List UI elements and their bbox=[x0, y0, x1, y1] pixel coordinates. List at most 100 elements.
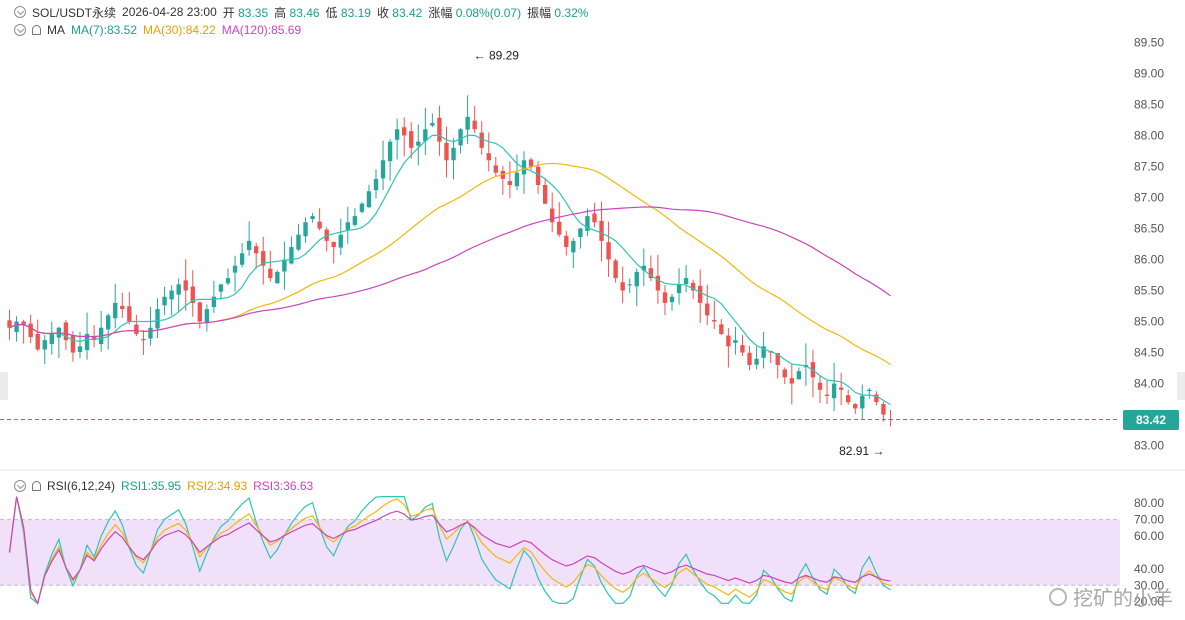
candle-body bbox=[77, 346, 83, 352]
candle-body bbox=[345, 222, 350, 230]
rsi-axis-tick: 80.00 bbox=[1134, 496, 1164, 510]
candle-body bbox=[719, 324, 724, 334]
ma7-value: MA(7):83.52 bbox=[71, 23, 138, 37]
price-axis-tick: 83.00 bbox=[1134, 439, 1164, 453]
candle-body bbox=[726, 335, 731, 347]
candle-body bbox=[28, 323, 33, 338]
open-value: 83.35 bbox=[238, 5, 269, 20]
candle-body bbox=[592, 213, 597, 223]
candle-body bbox=[754, 358, 759, 365]
candle-body bbox=[451, 147, 456, 161]
price-axis-tick: 86.00 bbox=[1134, 253, 1164, 267]
candle-body bbox=[14, 321, 19, 333]
rsi2-value: RSI2:34.93 bbox=[187, 479, 248, 493]
candle-body bbox=[676, 284, 682, 294]
candle-body bbox=[789, 378, 794, 384]
candle-body bbox=[796, 371, 802, 380]
candle-body bbox=[712, 319, 717, 322]
candle-body bbox=[35, 333, 40, 350]
candle-body bbox=[430, 123, 435, 126]
candle-body bbox=[634, 271, 639, 287]
candle-body bbox=[134, 324, 139, 334]
candle-body bbox=[683, 278, 689, 285]
price-axis-tick: 84.00 bbox=[1134, 377, 1164, 391]
price-axis-tick: 88.00 bbox=[1134, 128, 1164, 142]
candle-body bbox=[733, 340, 738, 343]
candle-body bbox=[564, 235, 569, 248]
candle-body bbox=[338, 234, 343, 248]
change-label: 涨幅 bbox=[428, 5, 453, 20]
candle-body bbox=[366, 191, 372, 208]
candle-body bbox=[507, 181, 513, 186]
price-axis-tick: 85.50 bbox=[1134, 284, 1164, 298]
price-axis-tick: 86.50 bbox=[1134, 221, 1164, 235]
candle-body bbox=[571, 240, 576, 253]
candle-body bbox=[613, 260, 618, 279]
candle-body bbox=[465, 116, 470, 130]
ma-name: MA bbox=[47, 23, 65, 37]
price-axis-tick: 84.50 bbox=[1134, 346, 1164, 360]
candle-body bbox=[437, 117, 442, 142]
candle-body bbox=[698, 285, 703, 303]
candle-body bbox=[91, 336, 97, 341]
candle-body bbox=[528, 159, 534, 167]
watermark-text: 挖矿的小羊 bbox=[1073, 588, 1173, 610]
candle-body bbox=[557, 221, 562, 235]
candle-body bbox=[246, 240, 252, 251]
candle-body bbox=[296, 234, 301, 250]
candle-body bbox=[141, 338, 146, 341]
candle-body bbox=[148, 327, 153, 339]
collapse-icon[interactable] bbox=[14, 480, 26, 492]
candle-body bbox=[289, 247, 294, 264]
candle-body bbox=[127, 306, 132, 322]
high-label: 高 bbox=[274, 5, 287, 20]
candle-body bbox=[648, 268, 654, 279]
candle-body bbox=[535, 166, 541, 186]
candle-body bbox=[578, 228, 583, 237]
ohlc-header: SOL/USDT永续 2026-04-28 23:00 开 83.35 高 83… bbox=[14, 4, 588, 20]
candle-body bbox=[63, 322, 69, 341]
collapse-icon[interactable] bbox=[14, 24, 26, 36]
candle-body bbox=[106, 315, 111, 330]
rsi2-line bbox=[8, 496, 891, 605]
candle-body bbox=[120, 305, 125, 310]
candle-body bbox=[317, 221, 322, 229]
change-value: 0.08%(0.07) bbox=[455, 5, 522, 20]
candle-body bbox=[197, 302, 202, 322]
candle-body bbox=[387, 141, 393, 162]
candle-body bbox=[84, 333, 90, 351]
candle-body bbox=[853, 404, 858, 409]
alert-bell-icon[interactable] bbox=[32, 25, 41, 35]
candle-body bbox=[21, 321, 26, 325]
ma-legend: MA MA(7):83.52 MA(30):84.22 MA(120):85.6… bbox=[14, 22, 301, 38]
candle-body bbox=[444, 142, 449, 161]
candle-body bbox=[606, 242, 611, 260]
low-value: 83.19 bbox=[340, 5, 371, 20]
candle-body bbox=[669, 296, 675, 303]
candle-body bbox=[867, 389, 872, 392]
rsi1-value: RSI1:35.95 bbox=[121, 479, 182, 493]
rsi-band bbox=[0, 519, 1120, 586]
candle-body bbox=[458, 129, 463, 146]
collapse-icon[interactable] bbox=[14, 6, 26, 18]
candle-body bbox=[690, 282, 696, 291]
candle-body bbox=[190, 286, 195, 303]
scroll-right-handle[interactable] bbox=[1177, 372, 1185, 400]
candle-body bbox=[486, 153, 491, 161]
amp-value: 0.32% bbox=[554, 5, 589, 20]
candle-body bbox=[42, 340, 47, 350]
scroll-left-handle[interactable] bbox=[0, 372, 8, 400]
rsi-name: RSI(6,12,24) bbox=[47, 479, 116, 493]
candle-body bbox=[409, 131, 414, 148]
candle-body bbox=[176, 284, 181, 295]
alert-bell-icon[interactable] bbox=[32, 481, 41, 491]
candle-body bbox=[380, 160, 386, 179]
candle-body bbox=[620, 282, 625, 291]
price-axis-tick: 89.00 bbox=[1134, 66, 1164, 80]
price-axis-tick: 87.00 bbox=[1134, 190, 1164, 204]
candle-body bbox=[655, 275, 661, 291]
candle-body bbox=[275, 271, 280, 284]
candle-body bbox=[394, 129, 400, 140]
candle-body bbox=[740, 345, 745, 353]
